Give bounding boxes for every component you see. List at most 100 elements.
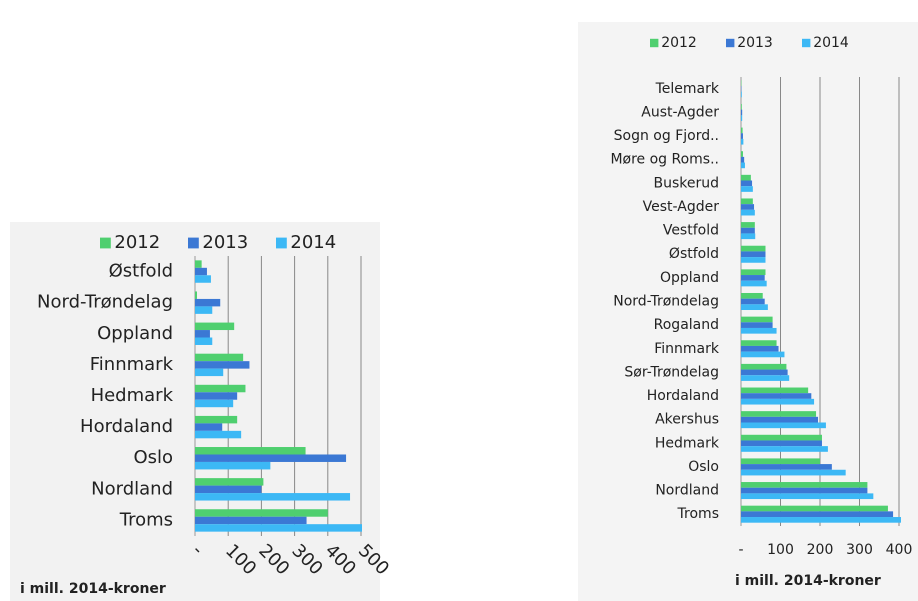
bar [741, 209, 755, 216]
y-tick-label: Oppland [660, 270, 719, 286]
y-tick-label: Troms [677, 506, 719, 522]
y-tick-label: Rogaland [654, 317, 719, 333]
bar [741, 446, 828, 452]
bar [741, 275, 765, 281]
legend-swatch [802, 38, 811, 48]
bar [195, 493, 351, 501]
bar [741, 340, 777, 346]
bar [195, 275, 211, 283]
bar [741, 422, 826, 429]
x-tick-label: 100 [767, 542, 794, 558]
bar [741, 316, 773, 323]
y-tick-label: Hordaland [80, 416, 173, 437]
y-tick-label: Troms [119, 509, 173, 530]
y-tick-label: Hedmark [91, 385, 174, 406]
bar [195, 516, 307, 525]
bar [741, 434, 822, 441]
bar [195, 337, 213, 345]
legend-label: 2014 [813, 35, 849, 51]
x-tick-label: - [738, 542, 743, 558]
bar [195, 353, 244, 362]
x-axis-label: i mill. 2014-kroner [20, 581, 166, 597]
bar [195, 423, 223, 431]
y-tick-label: Aust-Agder [641, 104, 719, 120]
bar [195, 260, 202, 268]
bar [741, 369, 788, 376]
y-tick-label: Nord-Trøndelag [613, 294, 719, 310]
bar [741, 292, 763, 299]
bar [195, 322, 235, 331]
y-tick-label: Hordaland [647, 388, 719, 404]
bar [741, 91, 742, 98]
bar [741, 133, 743, 139]
y-tick-label: Vest-Agder [643, 199, 720, 215]
legend-label: 2012 [114, 232, 160, 253]
y-tick-label: Møre og Roms.. [610, 152, 719, 168]
y-tick-label: Finnmark [654, 341, 720, 357]
bar [195, 461, 271, 470]
bar [195, 298, 221, 307]
bar [195, 291, 197, 299]
x-tick-label: 400 [886, 542, 913, 558]
bar [741, 387, 809, 394]
bar [741, 280, 767, 287]
bar [741, 222, 755, 228]
bar [195, 306, 213, 314]
bar [741, 269, 766, 276]
y-tick-label: Oslo [133, 447, 173, 468]
bar [741, 109, 743, 116]
bar [741, 257, 766, 263]
y-tick-label: Finnmark [90, 354, 174, 375]
bar [741, 411, 817, 417]
bar [741, 162, 745, 169]
legend-swatch [650, 38, 659, 48]
y-tick-label: Akershus [655, 412, 719, 428]
bar [741, 322, 773, 328]
y-tick-label: Nordland [655, 483, 719, 499]
bar [741, 469, 846, 476]
bar [741, 440, 822, 447]
bar [195, 485, 262, 494]
right-panel [578, 22, 918, 601]
legend-swatch [100, 237, 111, 249]
bar [741, 127, 743, 134]
y-tick-label: Nord-Trøndelag [37, 292, 173, 313]
bar [741, 233, 756, 240]
x-tick-label: 300 [846, 542, 873, 558]
x-tick-label: 200 [807, 542, 834, 558]
bar [741, 174, 751, 181]
bar [741, 115, 743, 121]
bar [195, 447, 306, 455]
bar [741, 198, 753, 205]
y-tick-label: Østfold [669, 246, 719, 262]
x-axis-label: i mill. 2014-kroner [735, 573, 881, 589]
bar [741, 103, 742, 110]
legend-label: 2013 [737, 35, 773, 51]
legend-label: 2014 [290, 232, 336, 253]
y-tick-label: Telemark [655, 81, 720, 97]
bar [741, 511, 894, 518]
legend-label: 2013 [202, 232, 248, 253]
bar [741, 180, 753, 187]
bar [195, 430, 242, 439]
y-tick-label: Oppland [97, 323, 173, 344]
bar [741, 458, 820, 465]
bar [741, 245, 766, 252]
bar [195, 415, 238, 424]
bar [195, 524, 362, 532]
bar [195, 478, 264, 486]
bar [741, 363, 787, 370]
y-tick-label: Hedmark [655, 435, 720, 451]
bar [741, 416, 819, 423]
legend-label: 2012 [661, 35, 697, 51]
bar [741, 138, 744, 145]
bar [741, 482, 868, 488]
bar [195, 267, 207, 276]
bar [741, 505, 888, 512]
y-tick-label: Oslo [688, 459, 719, 475]
bar [741, 393, 812, 399]
bar [195, 399, 234, 408]
bar [741, 493, 874, 500]
bar [195, 509, 328, 517]
bar [195, 330, 210, 338]
